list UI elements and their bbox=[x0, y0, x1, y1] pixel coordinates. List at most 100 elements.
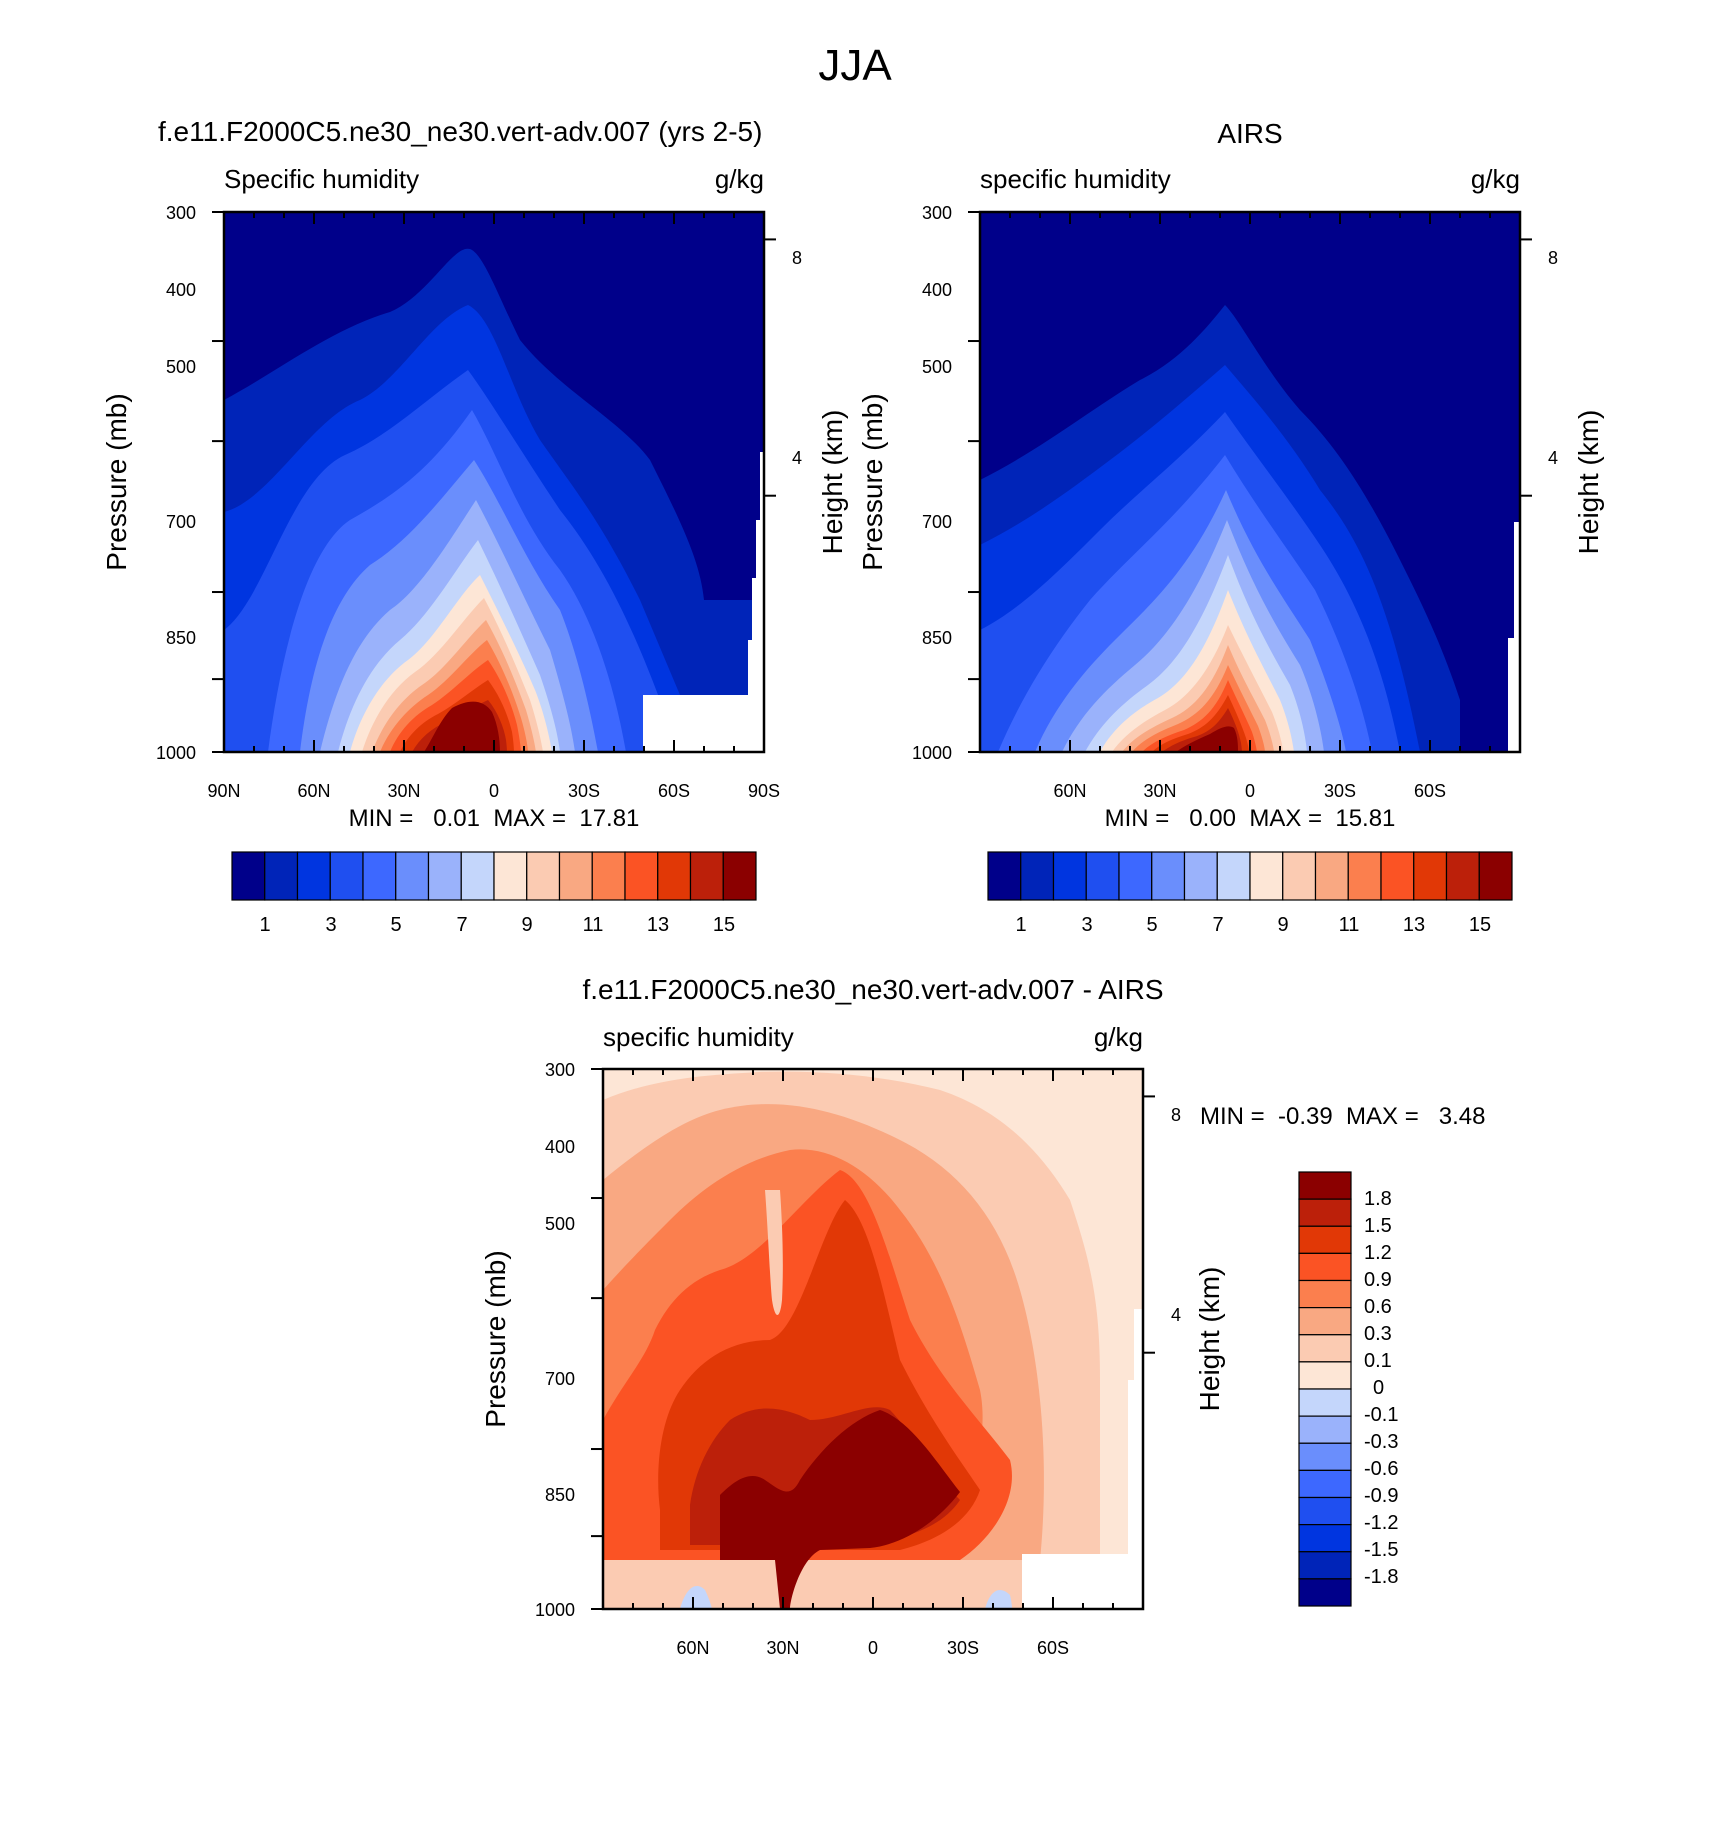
colorbar-swatch bbox=[657, 851, 692, 901]
panel-model-min-max: MIN = 0.01 MAX = 17.81 bbox=[349, 805, 640, 832]
colorbar-tick-label: -0.1 bbox=[1364, 1404, 1398, 1426]
x-tick-label: 30N bbox=[387, 781, 420, 801]
figure-title: JJA bbox=[818, 41, 892, 90]
colorbar-swatch bbox=[1151, 851, 1186, 901]
panel-model-left-label: Specific humidity bbox=[224, 164, 419, 194]
panel-model: f.e11.F2000C5.ne30_ne30.vert-adv.007 (yr… bbox=[101, 116, 848, 936]
panel-model-field bbox=[224, 212, 764, 752]
x-tick-label: 60S bbox=[658, 781, 690, 801]
panel-diff-colorbar: 1.8 1.5 1.2 0.9 0.6 0.3 0.1 0 -0.1 -0.3 … bbox=[1298, 1171, 1398, 1607]
y-tick-label: 500 bbox=[545, 1214, 575, 1234]
panel-model-units: g/kg bbox=[715, 164, 764, 194]
colorbar-tick-label: -1.8 bbox=[1364, 1566, 1398, 1588]
colorbar-swatch bbox=[460, 851, 495, 901]
y-right-tick-label: 8 bbox=[792, 248, 802, 268]
colorbar-tick-label: -0.6 bbox=[1364, 1458, 1398, 1480]
colorbar-tick-label: 15 bbox=[1469, 914, 1491, 936]
colorbar-tick-label: 0.3 bbox=[1364, 1323, 1392, 1345]
colorbar-tick-label: 11 bbox=[1339, 914, 1360, 936]
level-band bbox=[765, 1190, 783, 1315]
panel-obs-left-label: specific humidity bbox=[980, 164, 1171, 194]
panel-diff-units: g/kg bbox=[1094, 1022, 1143, 1052]
colorbar-swatch bbox=[329, 851, 364, 901]
level-band bbox=[424, 701, 500, 752]
x-tick-label: 60S bbox=[1414, 781, 1446, 801]
colorbar-tick-label: 7 bbox=[1212, 914, 1223, 936]
colorbar-swatch bbox=[1118, 851, 1153, 901]
colorbar-tick-label: 9 bbox=[521, 914, 532, 936]
colorbar-tick-label: 13 bbox=[1403, 914, 1425, 936]
y-right-tick-label: 4 bbox=[1171, 1305, 1181, 1325]
colorbar-swatch bbox=[1445, 851, 1480, 901]
colorbar-swatch bbox=[526, 851, 561, 901]
level-band bbox=[680, 1586, 712, 1609]
colorbar-tick-label: 13 bbox=[647, 914, 669, 936]
x-tick-label: 60N bbox=[297, 781, 330, 801]
y-tick-label: 850 bbox=[545, 1485, 575, 1505]
colorbar-swatch bbox=[1298, 1361, 1352, 1390]
y-tick-label: 400 bbox=[922, 280, 952, 300]
surface-mask bbox=[1508, 522, 1520, 752]
colorbar-swatch bbox=[1183, 851, 1218, 901]
colorbar-swatch bbox=[722, 851, 757, 901]
x-tick-label: 60S bbox=[1037, 1638, 1069, 1658]
panel-diff-y-axis: 300 400 500 700 850 1000 8 4 Pressure (m… bbox=[480, 1060, 1225, 1620]
colorbar-tick-label: -0.3 bbox=[1364, 1431, 1398, 1453]
y-right-tick-label: 4 bbox=[1548, 448, 1558, 468]
y-tick-label: 850 bbox=[166, 628, 196, 648]
colorbar-swatch bbox=[591, 851, 626, 901]
colorbar-tick-label: 0.1 bbox=[1364, 1350, 1392, 1372]
colorbar-swatch bbox=[1380, 851, 1415, 901]
y-tick-label: 300 bbox=[166, 203, 196, 223]
colorbar-swatch bbox=[1298, 1442, 1352, 1471]
colorbar-swatch bbox=[1298, 1524, 1352, 1553]
colorbar-swatch bbox=[1298, 1415, 1352, 1444]
y-tick-label: 300 bbox=[545, 1060, 575, 1080]
y-tick-label: 400 bbox=[545, 1137, 575, 1157]
y-tick-label: 1000 bbox=[912, 743, 952, 763]
colorbar-tick-label: -1.2 bbox=[1364, 1512, 1398, 1534]
colorbar-swatch bbox=[1052, 851, 1087, 901]
colorbar-swatch bbox=[493, 851, 528, 901]
panel-obs-field bbox=[980, 212, 1520, 752]
colorbar-swatch bbox=[296, 851, 331, 901]
panel-diff-title: f.e11.F2000C5.ne30_ne30.vert-adv.007 - A… bbox=[582, 974, 1163, 1005]
surface-mask bbox=[1128, 1309, 1143, 1554]
panel-model-colorbar: 1 3 5 7 9 11 13 15 bbox=[231, 851, 757, 936]
colorbar-swatch bbox=[689, 851, 724, 901]
panel-diff: f.e11.F2000C5.ne30_ne30.vert-adv.007 - A… bbox=[480, 974, 1485, 1658]
colorbar-swatch bbox=[1298, 1198, 1352, 1227]
y-axis-label: Pressure (mb) bbox=[101, 393, 132, 570]
colorbar-swatch bbox=[1298, 1551, 1352, 1580]
colorbar-swatch bbox=[1298, 1578, 1352, 1607]
colorbar-swatch bbox=[1413, 851, 1448, 901]
colorbar-swatch bbox=[1314, 851, 1349, 901]
colorbar-swatch bbox=[1085, 851, 1120, 901]
colorbar-tick-label: -0.9 bbox=[1364, 1485, 1398, 1507]
colorbar-tick-label: 3 bbox=[1081, 914, 1092, 936]
y-right-axis-label: Height (km) bbox=[817, 410, 848, 555]
level-band bbox=[985, 1589, 1012, 1609]
panel-obs-x-axis: 60N 30N 0 30S 60S bbox=[979, 212, 1521, 801]
y-right-tick-label: 8 bbox=[1548, 248, 1558, 268]
colorbar-swatch bbox=[1298, 1388, 1352, 1417]
colorbar-swatch bbox=[1298, 1252, 1352, 1282]
colorbar-tick-label: 3 bbox=[325, 914, 336, 936]
y-tick-label: 700 bbox=[545, 1369, 575, 1389]
colorbar-swatch bbox=[427, 851, 462, 901]
panel-model-title: f.e11.F2000C5.ne30_ne30.vert-adv.007 (yr… bbox=[158, 116, 762, 147]
colorbar-tick-label: 0 bbox=[1373, 1377, 1384, 1399]
x-tick-label: 60N bbox=[1053, 781, 1086, 801]
panel-obs: AIRS specific humidity g/kg 60N 3 bbox=[857, 118, 1604, 936]
panel-diff-field bbox=[603, 1069, 1143, 1609]
y-tick-label: 700 bbox=[166, 512, 196, 532]
colorbar-tick-label: 1.5 bbox=[1364, 1215, 1392, 1237]
colorbar-tick-label: 0.6 bbox=[1364, 1296, 1392, 1318]
x-tick-label: 30N bbox=[1143, 781, 1176, 801]
panel-diff-left-label: specific humidity bbox=[603, 1022, 794, 1052]
x-tick-label: 0 bbox=[489, 781, 499, 801]
x-tick-label: 30S bbox=[947, 1638, 979, 1658]
surface-mask bbox=[748, 452, 764, 752]
colorbar-swatch bbox=[264, 851, 299, 901]
colorbar-swatch bbox=[1347, 851, 1382, 901]
